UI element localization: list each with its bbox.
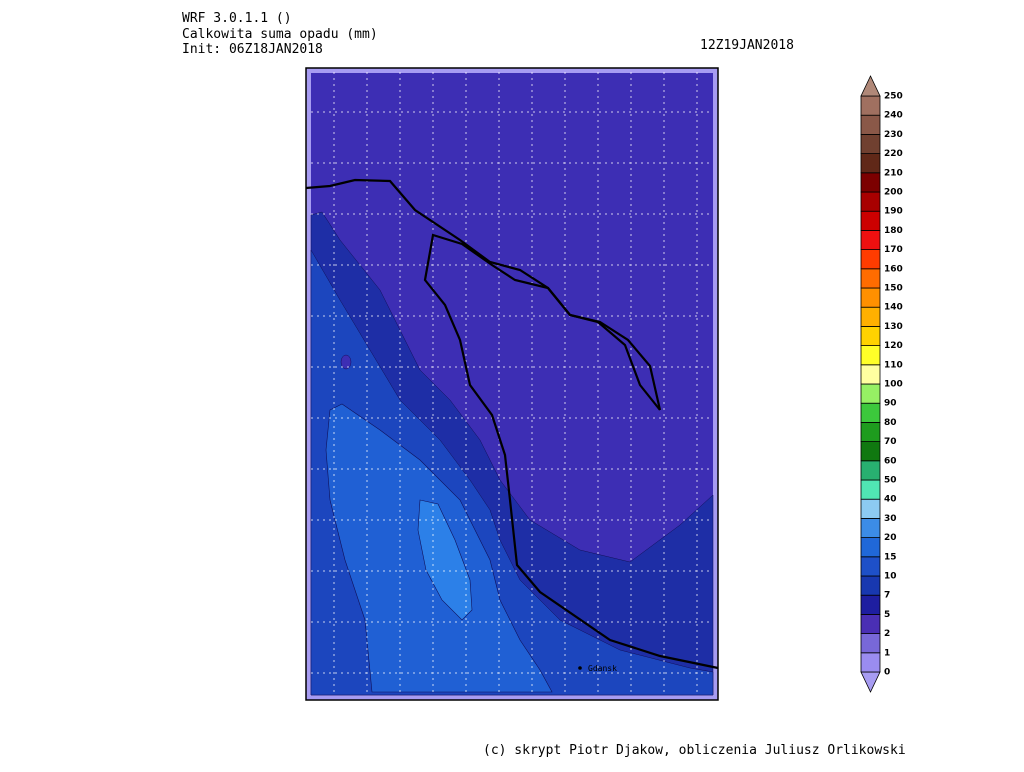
map-area: Gdansk <box>305 67 719 701</box>
colorbar-label: 200 <box>884 188 903 198</box>
colorbar-swatch <box>860 345 881 366</box>
colorbar-swatch <box>860 95 881 116</box>
colorbar-swatch <box>860 633 881 654</box>
colorbar-swatch <box>860 268 881 289</box>
colorbar-triangle <box>860 671 881 693</box>
valid-time: 12Z19JAN2018 <box>700 38 794 53</box>
colorbar-swatch <box>860 518 881 539</box>
colorbar-swatch <box>860 498 881 519</box>
colorbar-swatch <box>860 421 881 442</box>
colorbar-swatch <box>860 594 881 615</box>
colorbar-swatch <box>860 441 881 462</box>
colorbar-label: 130 <box>884 322 903 332</box>
model-label: WRF 3.0.1.1 () <box>182 11 292 26</box>
colorbar-label: 80 <box>884 418 897 428</box>
coastline <box>305 178 719 670</box>
colorbar-label: 70 <box>884 437 897 447</box>
colorbar-swatch <box>860 287 881 308</box>
colorbar-label: 190 <box>884 207 903 217</box>
colorbar-swatch <box>860 325 881 346</box>
colorbar-swatch <box>860 614 881 635</box>
colorbar-swatch <box>860 172 881 193</box>
colorbar-swatch <box>860 383 881 404</box>
colorbar-label: 250 <box>884 92 903 102</box>
colorbar-label: 10 <box>884 572 897 582</box>
map-frame <box>305 67 719 701</box>
colorbar-swatch <box>860 306 881 327</box>
colorbar-label: 170 <box>884 245 903 255</box>
colorbar-triangle <box>860 75 881 97</box>
colorbar-label: 210 <box>884 168 903 178</box>
colorbar-swatch <box>860 133 881 154</box>
colorbar-swatch <box>860 537 881 558</box>
colorbar-label: 150 <box>884 284 903 294</box>
colorbar-label: 180 <box>884 226 903 236</box>
colorbar-swatch <box>860 575 881 596</box>
colorbar-label: 110 <box>884 360 903 370</box>
colorbar-label: 230 <box>884 130 903 140</box>
colorbar-label: 220 <box>884 149 903 159</box>
coast-line <box>305 178 662 411</box>
city-label: Gdansk <box>588 664 617 673</box>
colorbar-swatch <box>860 153 881 174</box>
colorbar-label: 2 <box>884 629 890 639</box>
colorbar-label: 40 <box>884 495 897 505</box>
colorbar-label: 120 <box>884 341 903 351</box>
footer-credit: (c) skrypt Piotr Djakow, obliczenia Juli… <box>483 743 906 758</box>
colorbar-label: 60 <box>884 456 897 466</box>
colorbar-label: 90 <box>884 399 897 409</box>
colorbar-label: 5 <box>884 610 890 620</box>
colorbar-swatch <box>860 556 881 577</box>
colorbar-swatch <box>860 191 881 212</box>
colorbar: 0 1 2 5 7 10 15 20 30 40 50 60 70 80 90 100 110 120 130 140… <box>860 75 903 693</box>
colorbar-label: 15 <box>884 552 897 562</box>
colorbar-label: 140 <box>884 303 903 313</box>
city-marker <box>578 666 582 670</box>
colorbar-label: 240 <box>884 111 903 121</box>
colorbar-label: 50 <box>884 476 897 486</box>
init-time: Init: 06Z18JAN2018 <box>182 42 323 57</box>
colorbar-label: 100 <box>884 380 903 390</box>
colorbar-swatch <box>860 479 881 500</box>
precip-15-20 <box>417 499 473 621</box>
colorbar-swatch <box>860 210 881 231</box>
colorbar-swatch <box>860 402 881 423</box>
colorbar-swatch <box>860 652 881 673</box>
colorbar-swatch <box>860 364 881 385</box>
colorbar-swatch <box>860 114 881 135</box>
colorbar-label: 20 <box>884 533 897 543</box>
colorbar-swatch <box>860 249 881 270</box>
coast-line <box>423 233 719 670</box>
colorbar-label: 7 <box>884 591 890 601</box>
map-grid <box>311 72 713 696</box>
colorbar-label: 160 <box>884 264 903 274</box>
colorbar-label: 1 <box>884 648 890 658</box>
colorbar-label: 30 <box>884 514 897 524</box>
colorbar-swatch <box>860 229 881 250</box>
precip-island <box>340 354 352 370</box>
colorbar-swatch <box>860 460 881 481</box>
map-title: Calkowita suma opadu (mm) <box>182 27 378 42</box>
colorbar-label: 0 <box>884 668 890 678</box>
